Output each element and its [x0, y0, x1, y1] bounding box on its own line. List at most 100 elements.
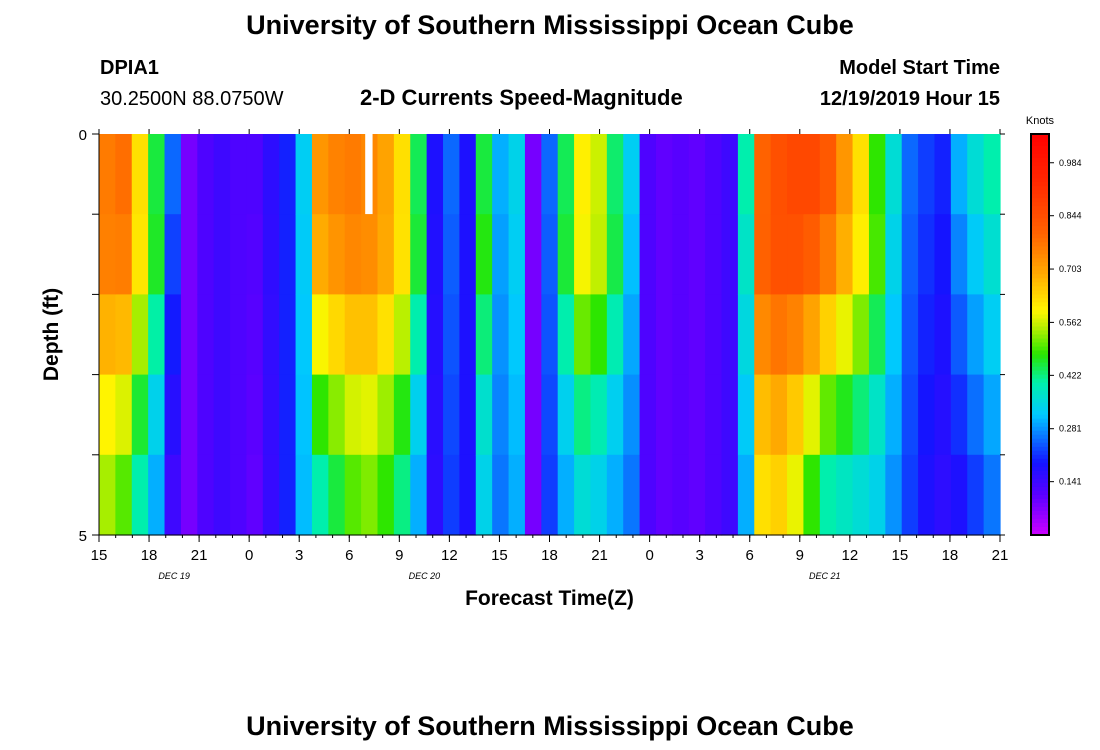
colorbar-segment: [1031, 446, 1049, 452]
heatmap-cell: [180, 134, 198, 215]
heatmap-cell: [213, 214, 231, 295]
heatmap-cell: [836, 374, 854, 456]
heatmap-cell: [721, 214, 739, 295]
heatmap-cell: [246, 214, 264, 295]
heatmap-cell: [557, 374, 575, 456]
x-tick-label: 21: [591, 547, 608, 564]
heatmap-cell: [508, 294, 526, 376]
colorbar-segment: [1031, 230, 1049, 235]
colorbar-segment: [1031, 138, 1049, 143]
heatmap-cell: [688, 214, 706, 295]
heatmap-cell: [950, 454, 968, 536]
y-axis-label: Depth (ft): [40, 288, 63, 381]
heatmap-cell: [934, 294, 952, 376]
heatmap-cell: [99, 454, 116, 536]
colorbar-segment: [1031, 426, 1049, 432]
heatmap-cell: [99, 374, 116, 456]
heatmap-cell: [443, 134, 460, 215]
heatmap-cell: [99, 214, 116, 295]
heatmap-cell: [868, 214, 886, 295]
colorbar-segment: [1031, 330, 1049, 336]
colorbar-segment: [1031, 362, 1049, 368]
colorbar-segment: [1031, 142, 1049, 147]
colorbar-segment: [1031, 478, 1049, 484]
heatmap-cell: [557, 134, 575, 215]
heatmap-cell: [410, 134, 428, 215]
heatmap-cell: [868, 454, 886, 536]
heatmap-cell: [246, 294, 264, 376]
heatmap-cell: [770, 214, 788, 295]
colorbar-segment: [1031, 226, 1049, 231]
heatmap-cell: [426, 374, 444, 456]
heatmap-cell: [574, 294, 592, 376]
colorbar-tick-label: 0.703: [1059, 264, 1082, 274]
heatmap-cell: [443, 294, 460, 376]
heatmap-cell: [311, 214, 329, 295]
colorbar-segment: [1031, 358, 1049, 364]
heatmap-cell: [311, 294, 329, 376]
colorbar-segment: [1031, 218, 1049, 223]
heatmap-cell: [836, 134, 854, 215]
heatmap-cell: [328, 294, 346, 376]
colorbar-tick-label: 0.422: [1059, 370, 1082, 380]
heatmap-cell: [311, 374, 329, 456]
heatmap-cell: [344, 294, 362, 376]
heatmap-cell: [279, 374, 297, 456]
heatmap-cell: [590, 374, 608, 456]
colorbar-segment: [1031, 522, 1049, 528]
heatmap-cell: [492, 214, 510, 295]
heatmap-cell: [672, 454, 690, 536]
colorbar-segment: [1031, 502, 1049, 508]
heatmap-cell: [213, 374, 231, 456]
heatmap-cell: [541, 374, 559, 456]
heatmap-cell: [967, 294, 985, 376]
x-tick-label: 12: [441, 547, 458, 564]
heatmap-cell: [934, 454, 952, 536]
heatmap-cell: [328, 214, 346, 295]
colorbar-segment: [1031, 526, 1049, 532]
heatmap-cell: [639, 374, 657, 456]
colorbar-segment: [1031, 206, 1049, 211]
heatmap-cell: [885, 134, 903, 215]
heatmap-cell: [557, 294, 575, 376]
colorbar-segment: [1031, 250, 1049, 255]
heatmap-cell: [459, 294, 477, 376]
heatmap-cell: [426, 454, 444, 536]
heatmap-cell: [246, 134, 264, 215]
colorbar-segment: [1031, 274, 1049, 279]
heatmap-cell: [115, 374, 133, 456]
colorbar-segment: [1031, 278, 1049, 283]
heatmap-cell: [344, 134, 362, 215]
heatmap-cell: [737, 294, 755, 376]
heatmap-cell: [393, 294, 411, 376]
colorbar-segment: [1031, 470, 1049, 476]
heatmap-cell: [770, 294, 788, 376]
heatmap-cell: [623, 214, 641, 295]
colorbar-tick-label: 0.984: [1059, 158, 1082, 168]
heatmap-cell: [393, 454, 411, 536]
heatmap-cell: [131, 294, 149, 376]
heatmap-cell: [623, 454, 641, 536]
heatmap-cell: [361, 374, 379, 456]
colorbar-segment: [1031, 406, 1049, 412]
x-tick-label: 6: [345, 547, 353, 564]
colorbar-tick-label: 0.562: [1059, 317, 1082, 327]
heatmap-cell: [443, 454, 460, 536]
heatmap-cell: [606, 134, 624, 215]
colorbar-segment: [1031, 382, 1049, 388]
heatmap-cell: [164, 294, 182, 376]
colorbar-segment: [1031, 158, 1049, 163]
heatmap-cell: [115, 454, 133, 536]
colorbar-segment: [1031, 410, 1049, 416]
colorbar-segment: [1031, 302, 1049, 308]
heatmap-cell: [557, 454, 575, 536]
colorbar-segment: [1031, 154, 1049, 159]
heatmap-cell: [655, 454, 673, 536]
heatmap-cell: [295, 374, 313, 456]
colorbar-segment: [1031, 254, 1049, 259]
heatmap-cell: [99, 294, 116, 376]
colorbar-tick-label: 0.141: [1059, 477, 1082, 487]
heatmap-cell: [803, 134, 821, 215]
x-tick-label: 3: [295, 547, 303, 564]
heatmap-cell: [688, 454, 706, 536]
